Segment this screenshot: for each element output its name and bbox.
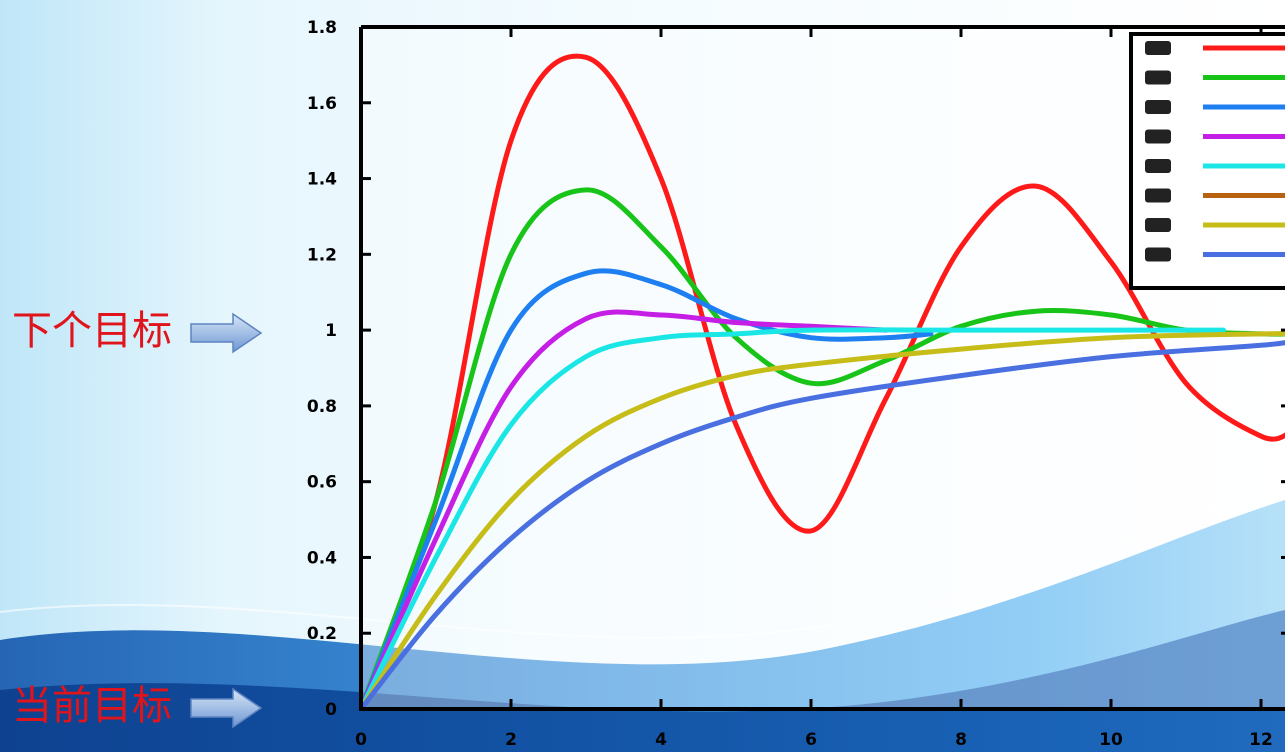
series-line-8: [361, 340, 1285, 709]
x-tick-label: 6: [805, 730, 817, 750]
series-line-2: [361, 187, 1285, 709]
legend-glyph-icon: [1145, 100, 1171, 114]
next-target-annotation: 下个目标: [12, 311, 269, 354]
x-tick-label: 0: [355, 730, 367, 750]
y-tick-label: 1.6: [307, 94, 337, 114]
next-target-label: 下个目标: [12, 308, 172, 354]
chart-series-group: [361, 53, 1285, 709]
chart-legend: [1129, 32, 1285, 290]
y-tick-label: 1.2: [307, 245, 337, 265]
y-tick-label: 1.4: [307, 170, 337, 190]
series-line-1: [361, 53, 1285, 709]
right-arrow-icon: [189, 312, 263, 354]
legend-glyph-icon: [1145, 70, 1171, 85]
y-tick-label: 0.6: [307, 473, 337, 493]
legend-glyph-icon: [1145, 247, 1171, 262]
x-tick-label: 10: [1099, 730, 1123, 750]
series-line-7: [361, 331, 1285, 709]
legend-glyph-icon: [1145, 41, 1171, 55]
x-tick-label: 2: [505, 730, 517, 750]
right-arrow-icon: [189, 687, 263, 729]
y-tick-label: 0.8: [307, 397, 337, 417]
current-target-annotation: 当前目标: [12, 686, 269, 729]
y-tick-label: 0.2: [307, 624, 337, 644]
legend-glyph-icon: [1145, 159, 1171, 173]
y-tick-label: 1.8: [307, 18, 337, 38]
series-line-4: [361, 309, 889, 709]
y-tick-label: 1: [325, 321, 337, 341]
x-tick-label: 8: [955, 730, 967, 750]
legend-glyph-icon: [1145, 218, 1171, 232]
current-target-label: 当前目标: [12, 683, 172, 729]
legend-glyph-icon: [1145, 129, 1171, 144]
x-tick-label: 4: [655, 730, 667, 750]
y-tick-label: 0.4: [307, 548, 337, 568]
x-tick-label: 12: [1249, 730, 1273, 750]
y-tick-label: 0: [325, 700, 337, 720]
series-line-3: [361, 268, 934, 709]
chart-axes: 0 0.2 0.4 0.6 0.8 1 1.2 1.4 1.6 1.8 0 2 4 6 8 10 12: [307, 18, 1285, 750]
legend-glyph-icon: [1145, 188, 1171, 203]
series-line-5: [361, 327, 1226, 709]
